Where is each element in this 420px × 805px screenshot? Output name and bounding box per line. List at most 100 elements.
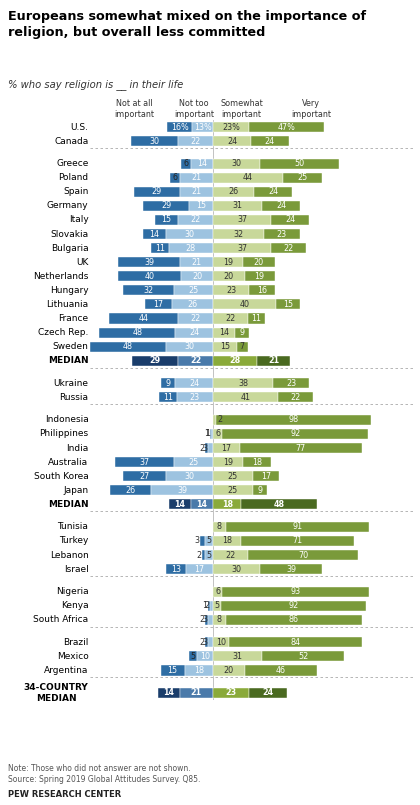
Text: Russia: Russia xyxy=(59,393,89,402)
Text: 17: 17 xyxy=(194,564,205,574)
Bar xyxy=(132,356,178,365)
Bar xyxy=(213,651,262,662)
Bar xyxy=(90,341,165,352)
Bar xyxy=(213,638,229,647)
Bar xyxy=(213,522,226,532)
Text: Italy: Italy xyxy=(68,216,89,225)
Bar xyxy=(271,215,310,225)
Text: Source: Spring 2019 Global Attitudes Survey. Q85.: Source: Spring 2019 Global Attitudes Sur… xyxy=(8,775,201,784)
Text: % who say religion is __ in their life: % who say religion is __ in their life xyxy=(8,79,184,90)
Text: 14: 14 xyxy=(174,500,185,509)
Bar xyxy=(208,443,213,453)
Text: 9: 9 xyxy=(165,378,171,388)
Text: 25: 25 xyxy=(297,173,307,182)
Bar xyxy=(165,564,186,574)
Text: 25: 25 xyxy=(188,457,198,467)
Text: PEW RESEARCH CENTER: PEW RESEARCH CENTER xyxy=(8,790,122,799)
Text: 25: 25 xyxy=(228,472,238,481)
Text: 86: 86 xyxy=(289,615,299,624)
Bar xyxy=(173,457,213,467)
Text: 30: 30 xyxy=(232,159,242,168)
Bar xyxy=(252,485,267,495)
Bar xyxy=(249,122,323,132)
Text: 8: 8 xyxy=(217,615,222,624)
Bar xyxy=(208,615,213,625)
Bar xyxy=(229,638,362,647)
Bar xyxy=(249,285,275,295)
Text: Canada: Canada xyxy=(54,137,89,146)
Bar xyxy=(248,313,265,324)
Text: 15: 15 xyxy=(283,300,293,309)
Bar xyxy=(118,257,180,267)
Text: 26: 26 xyxy=(228,188,239,196)
Bar xyxy=(169,243,213,254)
Bar xyxy=(184,666,213,675)
Bar xyxy=(186,564,213,574)
Bar xyxy=(151,243,169,254)
Bar xyxy=(271,243,306,254)
Text: 22: 22 xyxy=(290,393,300,402)
Bar xyxy=(200,536,205,546)
Text: MEDIAN: MEDIAN xyxy=(48,357,89,365)
Text: Very
important: Very important xyxy=(291,99,331,118)
Text: 20: 20 xyxy=(254,258,264,266)
Text: Ukraine: Ukraine xyxy=(53,378,89,388)
Bar xyxy=(189,651,197,662)
Text: 39: 39 xyxy=(177,485,187,495)
Bar xyxy=(264,229,300,239)
Bar xyxy=(213,159,260,169)
Text: Lebanon: Lebanon xyxy=(50,551,89,559)
Bar xyxy=(175,378,213,388)
Text: 27: 27 xyxy=(139,472,150,481)
Text: 26: 26 xyxy=(126,485,136,495)
Bar xyxy=(144,200,189,211)
Bar xyxy=(134,187,180,197)
Bar xyxy=(260,159,339,169)
Text: 39: 39 xyxy=(144,258,154,266)
Bar xyxy=(241,499,317,510)
Text: 29: 29 xyxy=(161,201,171,210)
Text: 23: 23 xyxy=(226,286,236,295)
Text: 32: 32 xyxy=(143,286,153,295)
Text: 14: 14 xyxy=(150,229,160,238)
Bar xyxy=(223,587,370,597)
Text: 5: 5 xyxy=(214,601,220,610)
Text: 41: 41 xyxy=(240,393,250,402)
Text: U.S.: U.S. xyxy=(71,122,89,131)
Text: 98: 98 xyxy=(289,415,299,424)
Text: Mexico: Mexico xyxy=(57,652,89,661)
Text: 19: 19 xyxy=(223,457,233,467)
Text: 29: 29 xyxy=(152,188,162,196)
Text: 22: 22 xyxy=(191,314,201,323)
Text: 23: 23 xyxy=(277,229,287,238)
Bar xyxy=(244,271,275,281)
Text: 21: 21 xyxy=(268,357,279,365)
Bar xyxy=(240,443,362,453)
Bar xyxy=(145,299,172,309)
Bar xyxy=(213,536,241,546)
Bar xyxy=(243,257,275,267)
Bar xyxy=(189,200,213,211)
Bar xyxy=(123,285,173,295)
Text: 24: 24 xyxy=(263,688,274,697)
Text: 24: 24 xyxy=(285,216,296,225)
Text: India: India xyxy=(66,444,89,452)
Text: 24: 24 xyxy=(227,137,237,146)
Text: Australia: Australia xyxy=(48,457,89,467)
Bar xyxy=(257,356,290,365)
Bar xyxy=(211,429,213,439)
Bar xyxy=(167,122,192,132)
Text: 17: 17 xyxy=(221,444,231,452)
Text: 14: 14 xyxy=(197,500,207,509)
Bar xyxy=(210,601,213,611)
Bar xyxy=(226,615,362,625)
Text: 19: 19 xyxy=(223,258,233,266)
Text: 21: 21 xyxy=(192,188,202,196)
Text: Tunisia: Tunisia xyxy=(58,522,89,531)
Text: 20: 20 xyxy=(192,272,202,281)
Text: 6: 6 xyxy=(184,159,189,168)
Text: Not too
important: Not too important xyxy=(174,99,214,118)
Text: Spain: Spain xyxy=(63,188,89,196)
Text: 92: 92 xyxy=(289,601,299,610)
Bar xyxy=(283,172,322,183)
